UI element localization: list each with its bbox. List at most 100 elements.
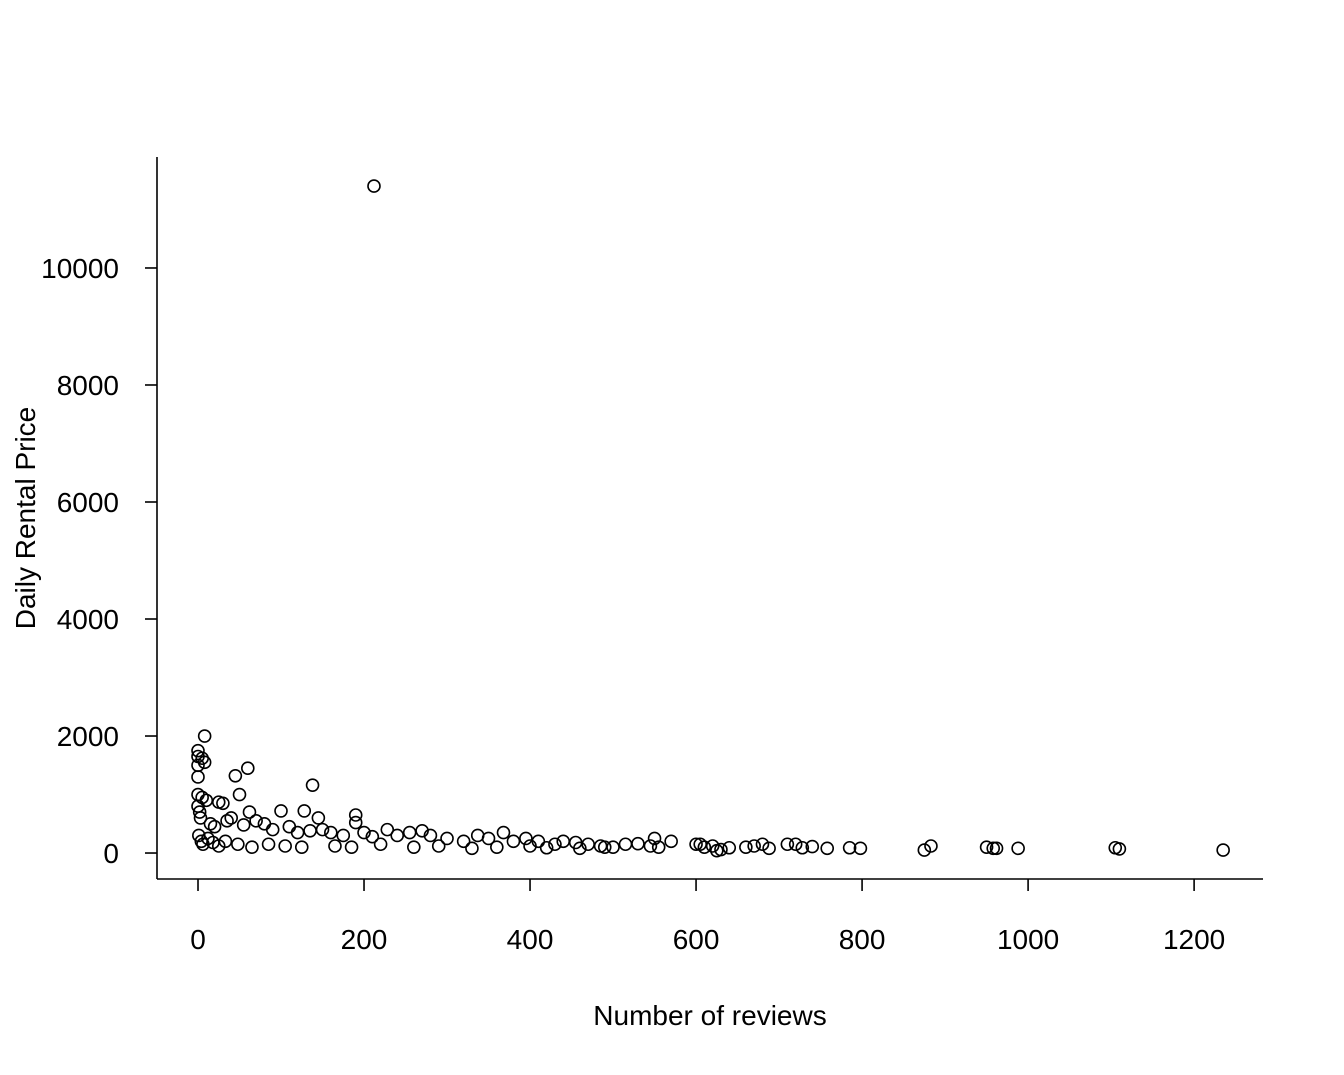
point xyxy=(739,840,753,854)
x-tick-label: 200 xyxy=(341,924,388,955)
point xyxy=(348,808,363,822)
point xyxy=(1216,843,1230,857)
y-tick-label: 8000 xyxy=(57,370,119,401)
point xyxy=(440,831,454,846)
point xyxy=(496,825,511,840)
point xyxy=(705,839,720,853)
point xyxy=(315,822,330,837)
point xyxy=(220,814,234,828)
point xyxy=(697,840,712,854)
point xyxy=(203,816,218,831)
point xyxy=(519,831,533,846)
point xyxy=(431,839,446,853)
point xyxy=(820,841,835,856)
point xyxy=(249,814,263,828)
y-tick-label: 2000 xyxy=(57,721,119,752)
point xyxy=(197,729,212,743)
point xyxy=(195,790,209,805)
point xyxy=(344,840,359,854)
point xyxy=(548,837,562,852)
point xyxy=(324,825,338,840)
point xyxy=(714,842,728,857)
point xyxy=(722,840,737,855)
point xyxy=(218,834,233,849)
point xyxy=(232,787,247,802)
point xyxy=(311,811,326,825)
point xyxy=(373,837,388,852)
point xyxy=(199,793,214,808)
x-tick-label: 0 xyxy=(190,924,206,955)
point xyxy=(245,840,259,854)
y-tick-label: 10000 xyxy=(41,253,119,284)
point xyxy=(664,834,678,849)
point xyxy=(290,825,305,840)
point xyxy=(191,770,205,784)
point xyxy=(647,831,662,846)
point xyxy=(531,834,546,849)
point xyxy=(305,778,320,792)
point xyxy=(1112,842,1127,856)
point xyxy=(390,828,405,843)
x-tick-label: 800 xyxy=(839,924,886,955)
point xyxy=(415,823,429,838)
point xyxy=(228,768,243,783)
point xyxy=(606,840,620,854)
point xyxy=(242,805,257,819)
point xyxy=(805,839,820,854)
point xyxy=(365,829,380,844)
point xyxy=(762,841,776,856)
point xyxy=(689,837,703,852)
point xyxy=(1011,841,1025,856)
point xyxy=(986,841,1001,856)
point xyxy=(357,825,371,840)
point xyxy=(747,839,761,853)
point xyxy=(631,836,645,851)
point xyxy=(917,843,932,857)
point xyxy=(618,837,633,852)
x-tick-label: 1200 xyxy=(1163,924,1225,955)
point xyxy=(216,796,230,811)
point xyxy=(490,840,504,854)
point xyxy=(224,811,239,825)
point xyxy=(456,834,471,849)
point xyxy=(231,837,245,852)
x-axis-label: Number of reviews xyxy=(593,1000,826,1031)
point xyxy=(506,834,521,849)
point xyxy=(207,819,222,834)
point xyxy=(755,837,770,852)
point xyxy=(282,819,297,834)
point xyxy=(539,840,554,855)
point xyxy=(191,787,205,802)
point xyxy=(265,822,280,837)
point xyxy=(241,761,255,775)
point xyxy=(989,841,1004,856)
x-tick-label: 1000 xyxy=(997,924,1059,955)
point xyxy=(853,841,868,856)
point xyxy=(407,840,421,854)
point xyxy=(336,828,351,843)
point xyxy=(294,840,309,854)
point xyxy=(297,804,312,818)
point xyxy=(556,834,571,849)
point xyxy=(257,816,272,831)
point xyxy=(573,841,587,856)
point xyxy=(274,804,288,818)
point xyxy=(367,179,381,193)
point xyxy=(192,828,206,843)
point xyxy=(788,837,803,852)
point xyxy=(780,837,795,852)
point xyxy=(197,755,212,770)
point xyxy=(193,811,208,825)
y-tick-label: 0 xyxy=(103,838,119,869)
point xyxy=(423,828,438,843)
y-tick-label: 6000 xyxy=(57,487,119,518)
point xyxy=(523,839,537,853)
point xyxy=(348,815,363,830)
point xyxy=(236,818,251,832)
point xyxy=(795,840,810,855)
point xyxy=(261,837,276,852)
point xyxy=(191,743,205,758)
point xyxy=(278,839,292,853)
point xyxy=(402,825,417,840)
